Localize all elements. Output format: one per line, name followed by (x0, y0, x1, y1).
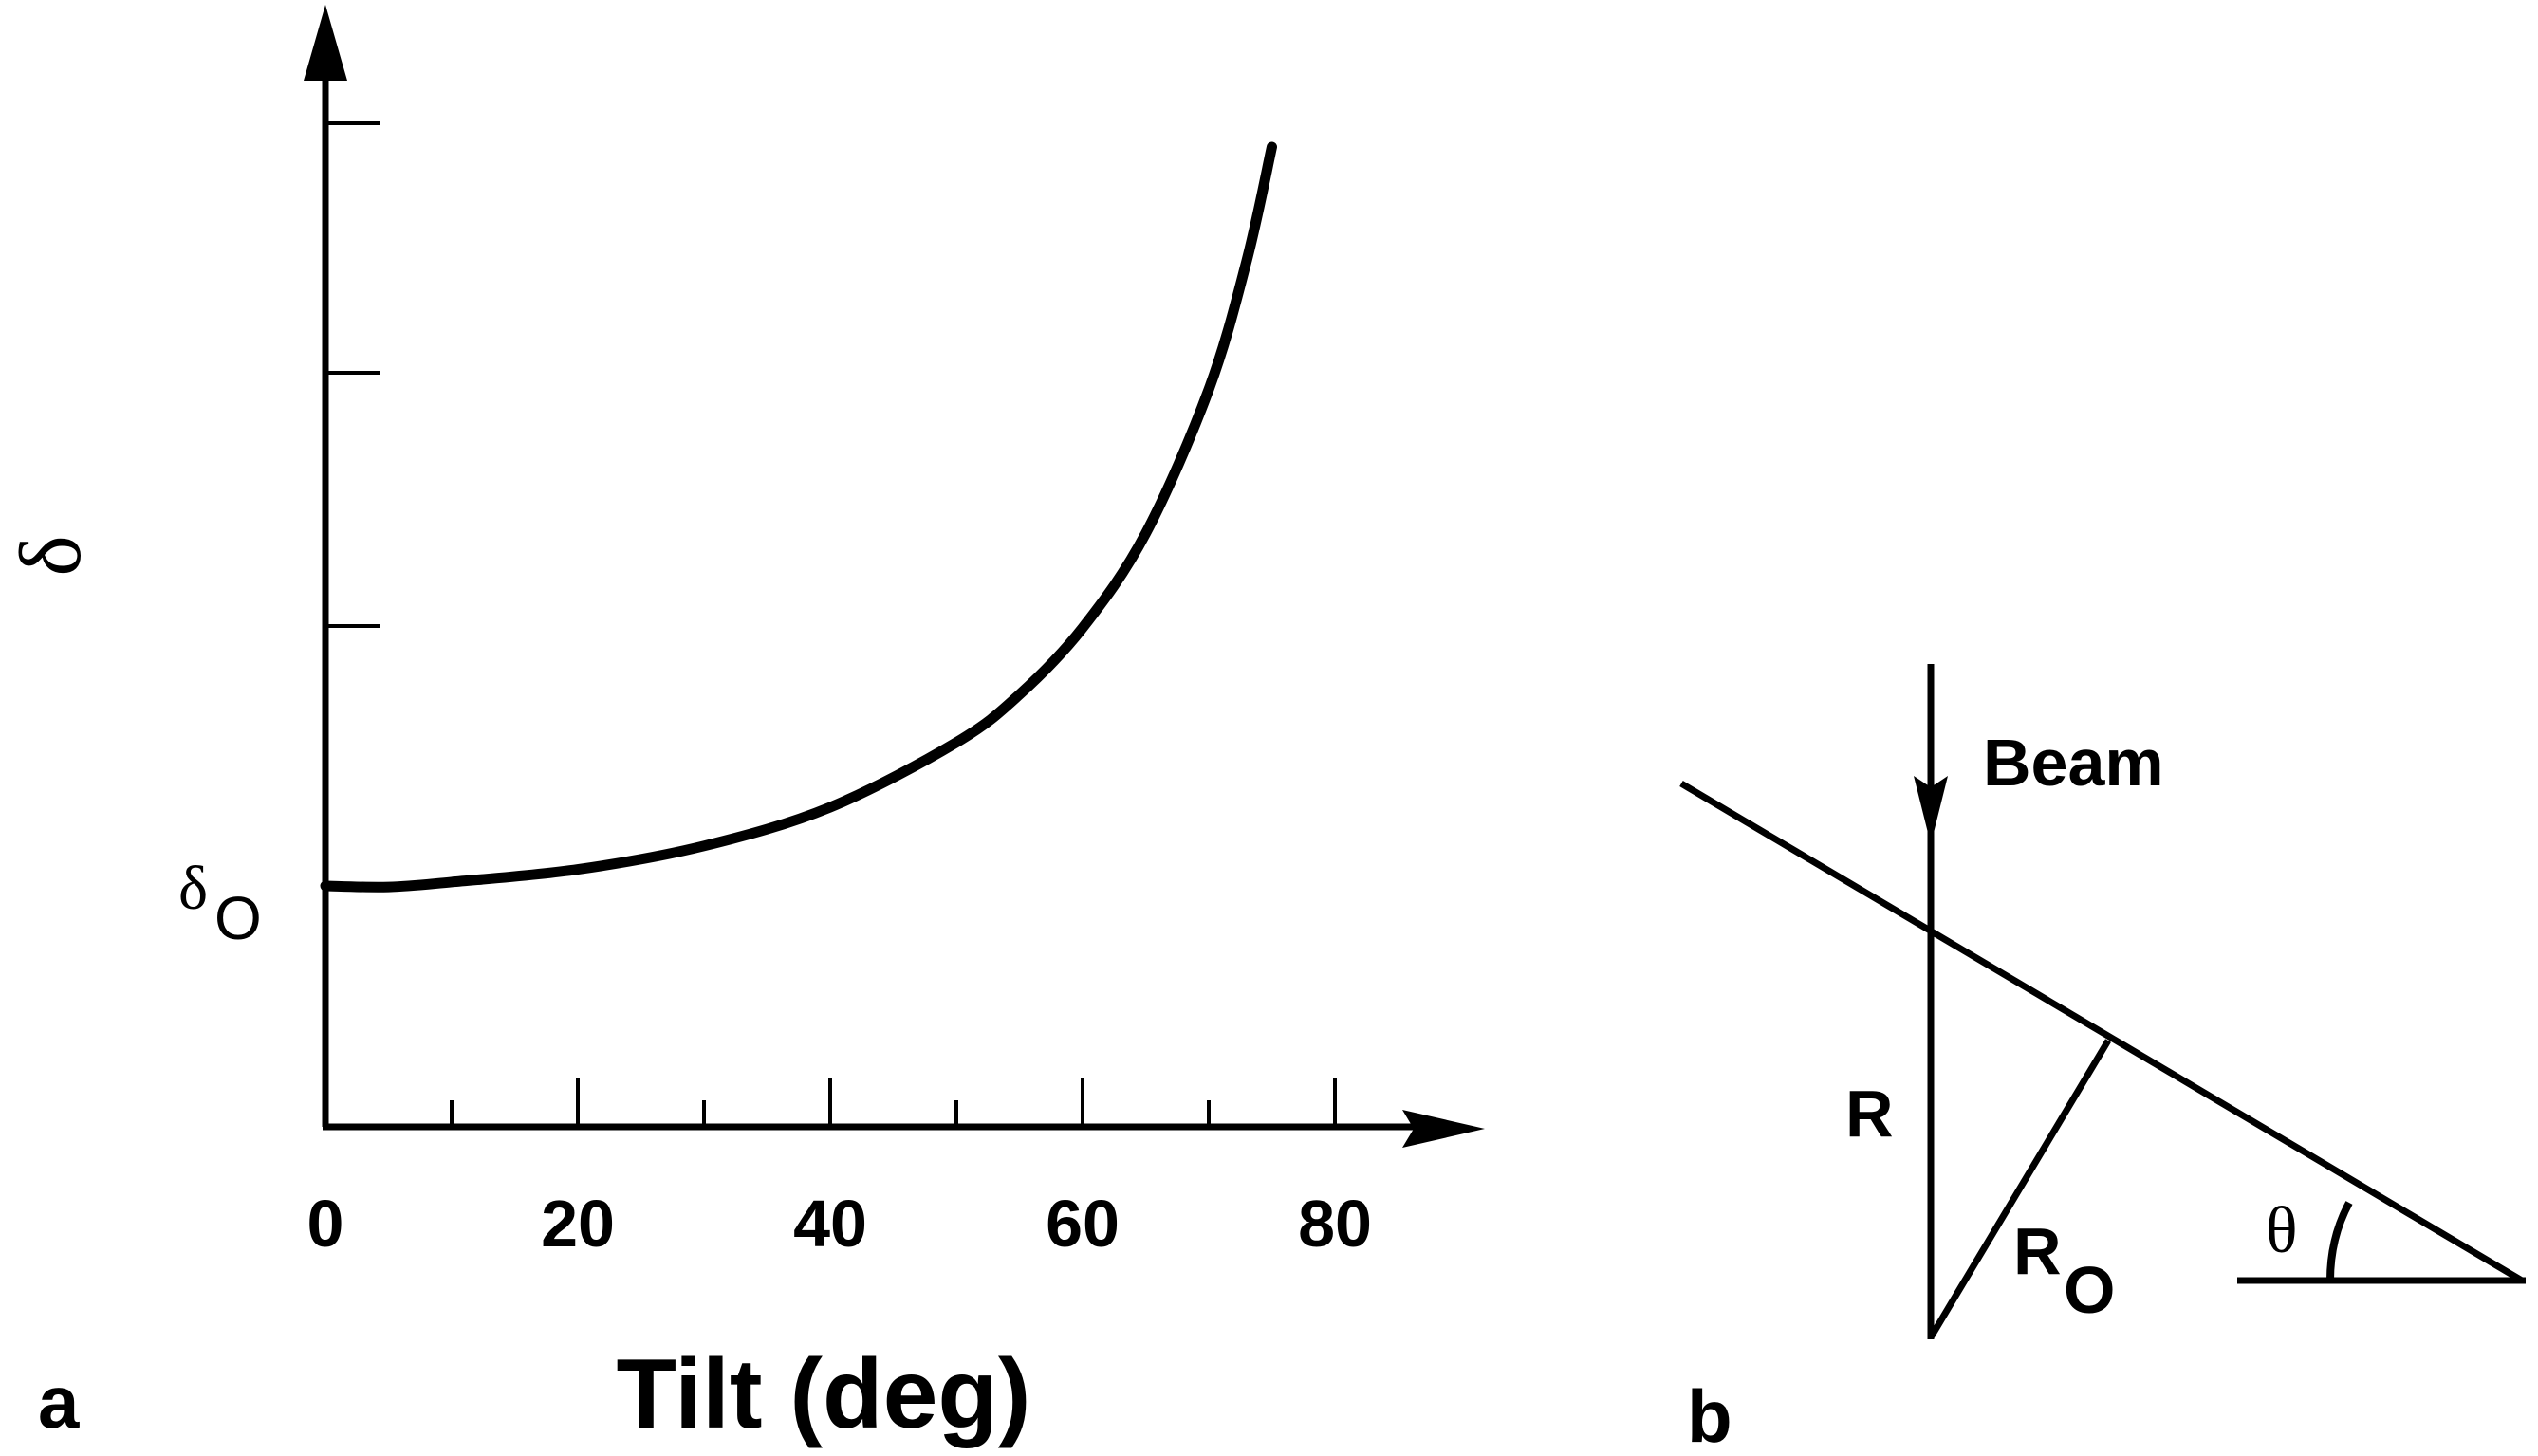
y-axis-arrowhead (304, 5, 347, 81)
y-ticks (325, 121, 380, 628)
chart-panel-a: 0 20 40 60 80 δ O δ Tilt (deg) a (2, 5, 1485, 1449)
x-axis-label: Tilt (deg) (616, 1339, 1030, 1449)
panel-label-a: a (38, 1360, 80, 1444)
r0-segment (1927, 1039, 2112, 1339)
r0-label-subscript: O (2064, 1253, 2115, 1327)
r0-label-base: R (2013, 1214, 2062, 1288)
y-baseline-label-subscript: O (214, 884, 262, 952)
x-tick-label: 0 (307, 1187, 344, 1261)
y-axis-label: δ (2, 535, 99, 576)
x-tick-label: 40 (793, 1187, 867, 1261)
beam-label: Beam (1983, 726, 2164, 800)
panel-label-b: b (1687, 1374, 1732, 1456)
x-tick-label: 80 (1298, 1187, 1372, 1261)
y-baseline-label: δ (178, 854, 208, 923)
x-tick-label: 60 (1046, 1187, 1120, 1261)
geometry-panel-b: Beam R R O θ b (1679, 664, 2526, 1456)
specimen-surface-line (1679, 780, 2524, 1284)
y-baseline-label-base: δ (178, 854, 208, 923)
theta-arc (2326, 1201, 2353, 1281)
x-tick-labels: 0 20 40 60 80 (307, 1187, 1372, 1261)
r-label: R (1845, 1077, 1894, 1151)
theta-label: θ (2266, 1194, 2298, 1267)
beam-arrowhead (1914, 776, 1948, 844)
x-ticks (450, 1078, 1337, 1127)
series-line (320, 141, 1277, 893)
x-tick-label: 20 (541, 1187, 615, 1261)
x-axis-arrowhead (1402, 1110, 1485, 1148)
